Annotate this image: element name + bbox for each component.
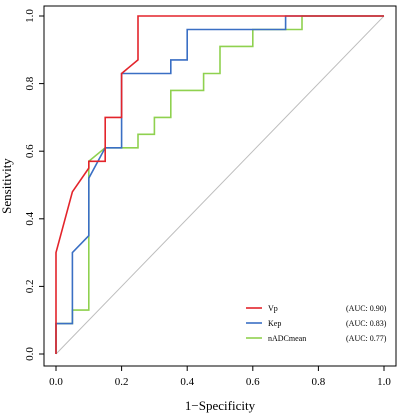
y-axis: 0.0 0.2 0.4 0.6 0.8 1.0 [24,9,44,361]
y-tick-label: 0.0 [24,347,36,361]
series-line-nadcmean [55,15,384,354]
y-tick-label: 1.0 [24,9,36,23]
x-tick-label: 0.8 [312,376,326,388]
legend-auc-nadcmean: (AUC: 0.77) [346,334,387,343]
legend-label-kep: Kep [268,319,281,328]
x-tick-label: 0.6 [246,376,260,388]
legend-auc-kep: (AUC: 0.83) [346,319,387,328]
y-tick-label: 0.8 [24,76,36,90]
legend: Vp (AUC: 0.90) Kep (AUC: 0.83) nADCmean (AUC:… [246,304,387,343]
x-tick-label: 1.0 [377,376,391,388]
reference-diagonal-layer [55,15,385,355]
y-axis-label: Sensitivity [0,158,14,214]
y-tick-label: 0.4 [24,211,36,225]
series-layer [55,15,384,354]
x-axis: 0.0 0.2 0.4 0.6 0.8 1.0 [49,365,391,388]
x-tick-label: 0.0 [49,376,63,388]
x-tick-label: 0.4 [180,376,194,388]
legend-auc-vp: (AUC: 0.90) [346,304,387,313]
x-tick-label: 0.2 [115,376,129,388]
reference-diagonal-line [55,15,385,355]
legend-label-nadcmean: nADCmean [268,334,306,343]
x-axis-label: 1−Specificity [185,398,256,413]
legend-label-vp: Vp [268,304,278,313]
y-tick-label: 0.6 [24,144,36,158]
series-line-vp [55,15,384,354]
y-tick-label: 0.2 [24,280,36,294]
